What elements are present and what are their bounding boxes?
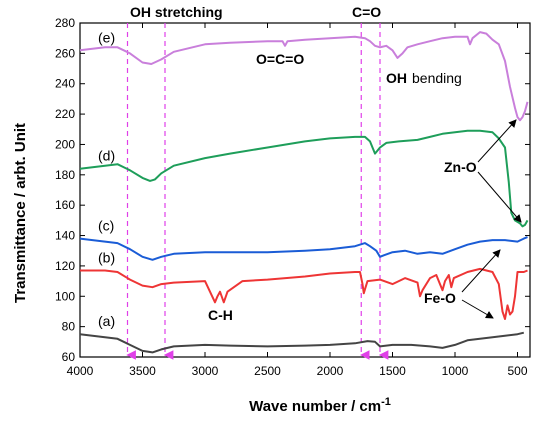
x-tick-label: 1500	[379, 364, 406, 378]
y-tick-label: 240	[55, 77, 75, 91]
x-axis-title-text: Wave number / cm	[249, 398, 381, 415]
x-tick-label: 500	[507, 364, 527, 378]
arrow-zn-o-to-e	[477, 119, 517, 163]
annotation-zn-o: Zn-O	[444, 159, 477, 175]
series-label: (b)	[98, 249, 115, 265]
x-tick-label: 3000	[192, 364, 219, 378]
arrow-fe-o-to-b	[461, 299, 494, 319]
arrow-zn-o-to-d	[477, 171, 522, 223]
series-label: (a)	[98, 313, 115, 329]
x-tick-label: 1000	[442, 364, 469, 378]
x-axis: 4000 3500 3000 2500 2000 1500 1000 500	[67, 23, 528, 378]
x-tick-label: 3500	[129, 364, 156, 378]
y-tick-label: 120	[55, 259, 75, 273]
y-tick-label: 60	[62, 350, 76, 364]
annotation-oh-bending-word: bending	[412, 70, 462, 86]
series-label: (e)	[98, 29, 115, 45]
annotation-fe-o: Fe-O	[424, 290, 456, 306]
y-tick-label: 180	[55, 168, 75, 182]
arrow-fe-o-to-c	[461, 249, 501, 293]
annotation-oh-bending-oh: OH	[386, 70, 407, 86]
series-label: (d)	[98, 148, 115, 164]
x-tick-label: 2000	[317, 364, 344, 378]
annotation-oh-bending: OH bending	[386, 70, 462, 86]
annotation-c-h: C-H	[208, 307, 233, 323]
annotations: OH stretching C=O O=C=O OH bending C-H Zn…	[130, 4, 522, 323]
x-axis-title-superscript: -1	[381, 396, 391, 408]
y-tick-label: 100	[55, 289, 75, 303]
x-tick-label: 4000	[67, 364, 94, 378]
series-line	[79, 236, 528, 261]
y-tick-label: 80	[62, 320, 76, 334]
y-axis: 60 80 100 120 140 160 180 200 220 240 260 280	[55, 16, 530, 364]
series-line	[79, 129, 529, 228]
y-axis-title: Transmittance / arbt. Unit	[12, 123, 29, 303]
series-lines	[79, 31, 529, 354]
annotation-oh-stretching: OH stretching	[130, 4, 223, 20]
y-tick-label: 160	[55, 198, 75, 212]
x-tick-label: 2500	[254, 364, 281, 378]
series-line	[80, 267, 528, 320]
series-line	[79, 31, 529, 122]
plot-area	[79, 22, 531, 358]
y-tick-label: 200	[55, 137, 75, 151]
annotation-o-c-o: O=C=O	[256, 51, 304, 67]
y-tick-label: 220	[55, 107, 75, 121]
x-axis-title: Wave number / cm-1	[249, 396, 391, 415]
annotation-c-o: C=O	[352, 4, 381, 20]
plot-border	[79, 22, 531, 358]
series-label: (c)	[98, 218, 114, 234]
y-tick-label: 260	[55, 46, 75, 60]
series-labels: (a) (b) (c) (d) (e)	[98, 29, 115, 329]
dashed-marker-lines	[126, 23, 389, 360]
y-tick-label: 280	[55, 16, 75, 30]
series-line	[79, 331, 525, 354]
y-tick-label: 140	[55, 229, 75, 243]
